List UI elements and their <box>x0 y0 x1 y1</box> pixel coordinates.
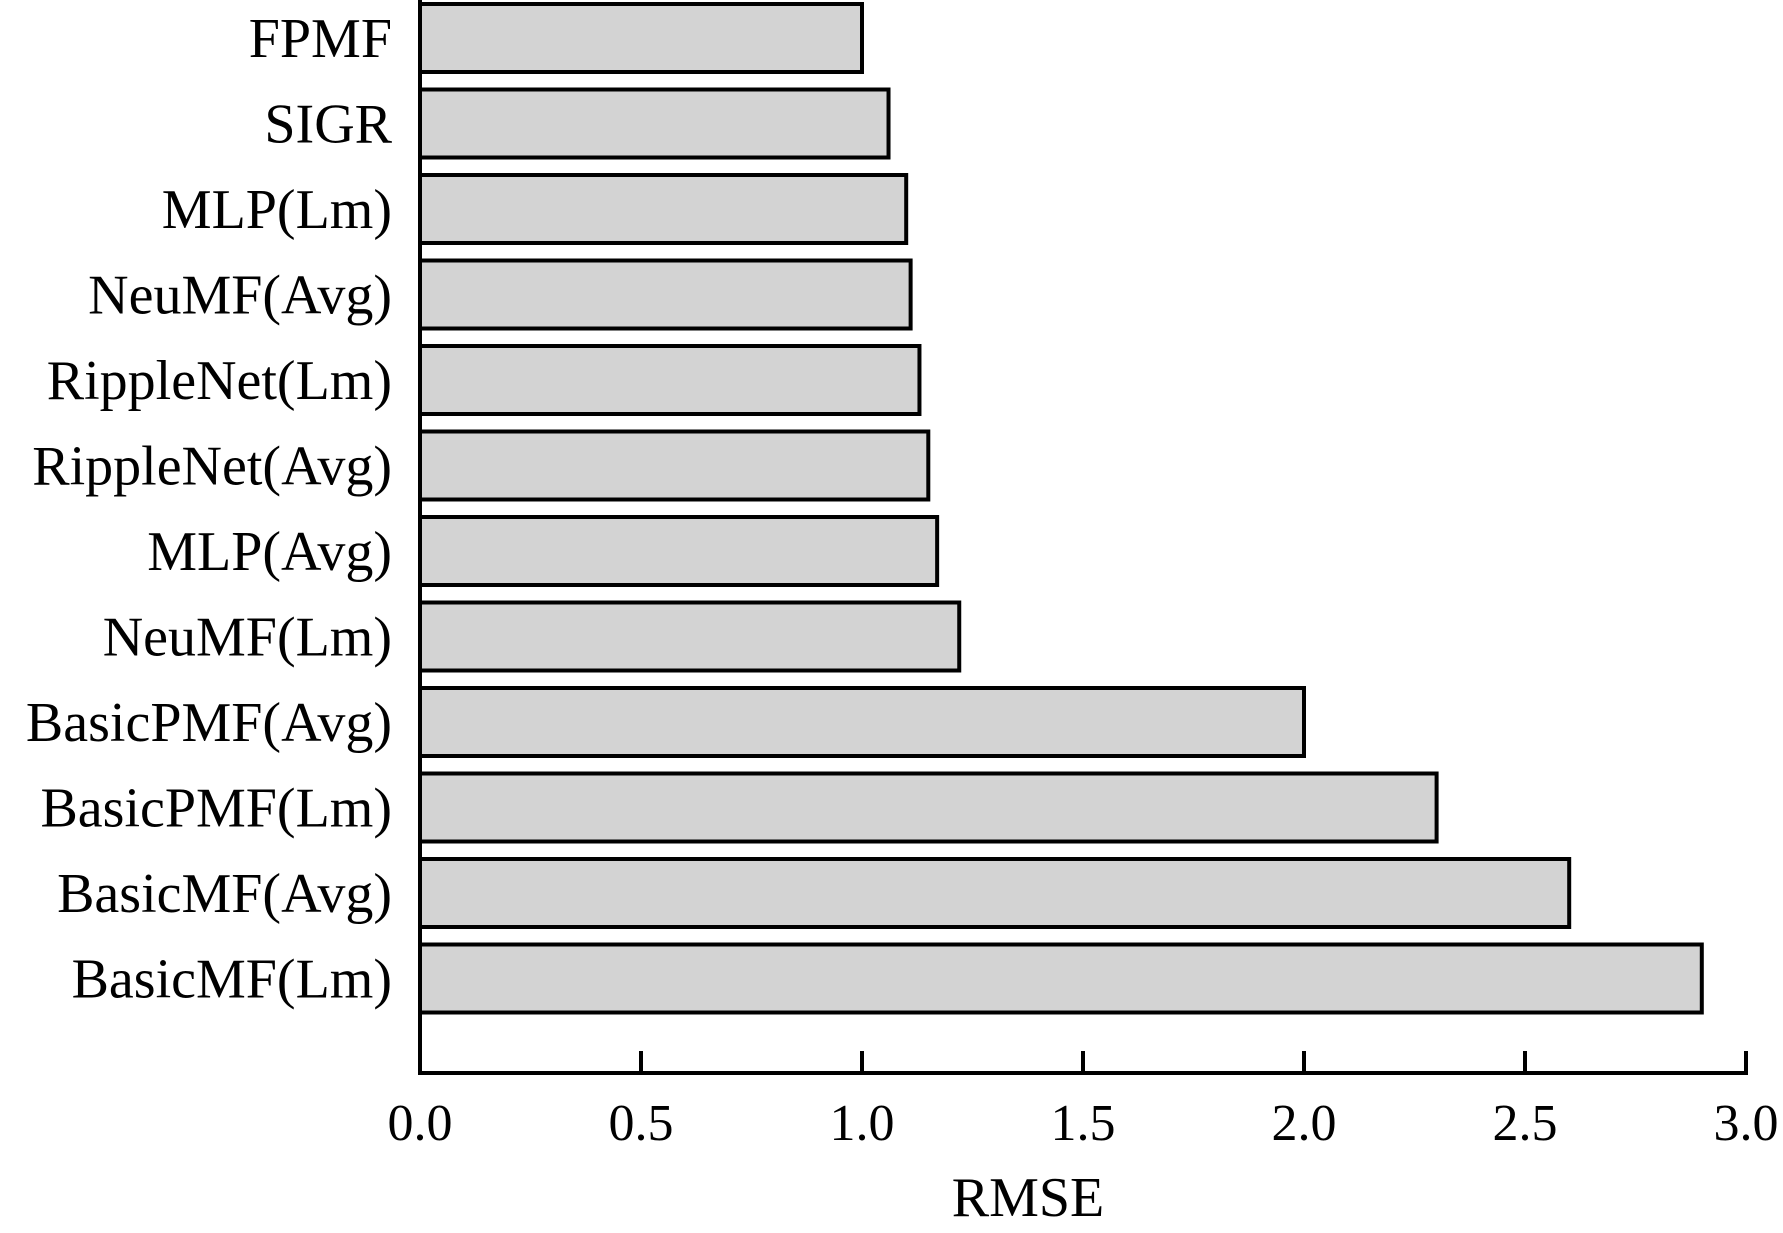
x-tick-label-5: 2.5 <box>1493 1095 1558 1152</box>
bar-10 <box>418 857 1572 929</box>
x-tick-label-6: 3.0 <box>1714 1095 1779 1152</box>
x-tick-labels: 0.0 0.5 1.0 1.5 2.0 2.5 3.0 <box>388 1095 1779 1152</box>
bar-5 <box>418 429 931 502</box>
bar-1 <box>418 87 891 160</box>
category-label-10: BasicMF(Avg) <box>57 863 392 925</box>
bar-6 <box>418 515 940 587</box>
bar-2 <box>418 173 909 245</box>
category-label-7: NeuMF(Lm) <box>103 607 392 669</box>
bar-11 <box>418 942 1704 1015</box>
category-label-11: BasicMF(Lm) <box>72 949 392 1011</box>
bar-4 <box>418 344 922 416</box>
x-tick-label-3: 1.5 <box>1051 1095 1116 1152</box>
bar-8 <box>418 686 1306 758</box>
category-label-3: NeuMF(Avg) <box>88 265 392 327</box>
axes-group <box>418 0 1748 1075</box>
bar-3 <box>418 258 913 331</box>
category-label-6: MLP(Avg) <box>147 521 392 583</box>
x-axis-title: RMSE <box>952 1167 1105 1229</box>
x-tick-label-4: 2.0 <box>1272 1095 1337 1152</box>
category-label-4: RippleNet(Lm) <box>47 350 392 412</box>
bar-0 <box>418 2 864 74</box>
x-tick-label-1: 0.5 <box>609 1095 674 1152</box>
category-label-8: BasicPMF(Avg) <box>26 692 392 754</box>
x-tick-label-0: 0.0 <box>388 1095 453 1152</box>
category-label-1: SIGR <box>264 94 392 156</box>
category-label-2: MLP(Lm) <box>162 179 392 241</box>
category-label-0: FPMF <box>249 8 392 70</box>
category-labels: FPMF SIGR MLP(Lm) NeuMF(Avg) RippleNet(Lm) Ri… <box>26 8 393 1011</box>
category-label-5: RippleNet(Avg) <box>32 436 392 498</box>
bar-9 <box>418 771 1439 844</box>
category-label-9: BasicPMF(Lm) <box>40 778 392 840</box>
bars-group <box>418 2 1704 1015</box>
bar-7 <box>418 600 962 673</box>
x-tick-label-2: 1.0 <box>830 1095 895 1152</box>
